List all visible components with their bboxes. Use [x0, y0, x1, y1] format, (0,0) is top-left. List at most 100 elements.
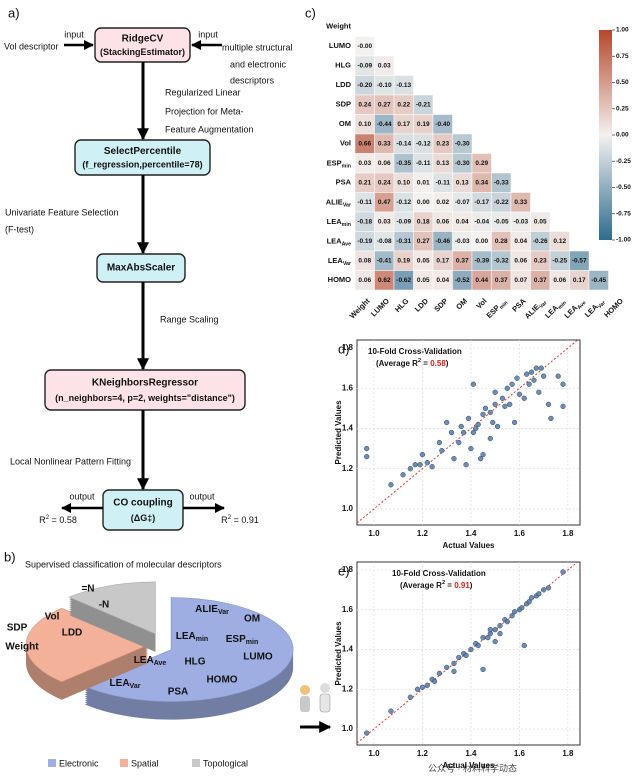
- member-label: -N: [99, 600, 110, 611]
- point: [504, 385, 510, 391]
- point: [492, 638, 498, 645]
- cell-label: -0.18: [357, 218, 372, 225]
- colorbar-tick-label: 1.00: [616, 27, 629, 34]
- row-label-part: ALIE: [326, 197, 343, 206]
- member-label: =N: [81, 584, 94, 595]
- point: [470, 429, 476, 436]
- point: [540, 587, 547, 593]
- point: [519, 605, 525, 611]
- y-tick-label: 1.6: [342, 383, 354, 392]
- row-label-part: min: [342, 222, 351, 228]
- cell-label: -0.31: [396, 238, 411, 245]
- cell-label: -0.44: [377, 121, 392, 128]
- point: [473, 425, 479, 432]
- panel-label: c): [305, 5, 316, 20]
- cell-label: -0.62: [396, 277, 411, 284]
- output-label: output: [69, 491, 95, 501]
- colorbar-tick-label: 0.00: [616, 132, 629, 139]
- column-label-part: Var: [539, 300, 549, 310]
- input-text: Vol descriptor: [4, 41, 59, 51]
- cell-label: 0.29: [475, 160, 488, 167]
- x-tick-label: 1.4: [465, 749, 477, 758]
- point: [526, 599, 532, 605]
- cell-label: 0.04: [514, 238, 527, 245]
- cell-label: 0.07: [514, 277, 527, 284]
- input-text: multiple structural: [222, 42, 293, 52]
- cell-label: 0.06: [358, 277, 371, 284]
- row-label: PSA: [336, 178, 352, 187]
- row-label: Weight: [326, 22, 351, 31]
- y-tick-label: 1.4: [342, 645, 354, 654]
- cell-label: -0.11: [358, 199, 373, 206]
- member-label: ALIEVar: [195, 604, 229, 617]
- step-label: Regularized Linear: [165, 87, 241, 97]
- output-result-part: R: [39, 515, 46, 525]
- y-tick-label: 1.2: [342, 684, 354, 693]
- member-label-part: Var: [130, 683, 141, 690]
- member-label: Weight: [5, 642, 39, 653]
- annotation-part: 0.58: [430, 359, 446, 368]
- output-result: R2 = 0.91: [221, 514, 259, 525]
- cell-label: -0.17: [474, 199, 489, 206]
- member-label: HOMO: [206, 675, 237, 686]
- column-label: Vol: [474, 296, 488, 310]
- cell-label: -0.46: [435, 238, 450, 245]
- output-result: R2 = 0.58: [39, 514, 77, 525]
- cell-label: -0.39: [474, 257, 489, 264]
- point: [451, 668, 457, 675]
- point: [516, 391, 523, 397]
- cell-label: 0.27: [378, 101, 391, 108]
- member-label-part: Var: [218, 609, 229, 616]
- point: [463, 462, 469, 468]
- colorbar-tick-label: 0.25: [616, 105, 629, 112]
- cell-label: 0.10: [358, 121, 371, 128]
- point: [521, 642, 527, 649]
- cell-label: -0.10: [377, 82, 392, 89]
- x-tick-label: 1.6: [514, 749, 526, 758]
- cell-label: 0.23: [436, 140, 449, 147]
- member-label: HLG: [184, 657, 205, 668]
- point: [511, 419, 518, 426]
- row-label: LDD: [336, 80, 352, 89]
- cell-label: -0.21: [416, 101, 431, 108]
- colorbar: [599, 30, 612, 240]
- step-label: Range Scaling: [160, 314, 219, 324]
- point: [504, 619, 510, 625]
- flow-node-text: RidgeCV: [122, 34, 164, 45]
- member-label: LEAAve: [134, 655, 167, 668]
- column-label-part: min: [499, 300, 510, 311]
- row-label: ESPmin: [327, 158, 351, 169]
- colorbar-tick-label: 0.75: [616, 53, 629, 60]
- heatmap-cell: [588, 270, 609, 291]
- output-result-part: 2: [228, 514, 232, 521]
- y-axis-label: Predicted Values: [334, 400, 343, 465]
- y-tick-label: 1.8: [342, 343, 354, 352]
- output-label: output: [189, 491, 215, 501]
- point: [431, 678, 438, 684]
- row-label-part: LEA: [327, 217, 343, 226]
- cell-label: 0.24: [378, 179, 391, 186]
- flow-node-text: (ΔG‡): [131, 513, 155, 523]
- point: [470, 381, 476, 387]
- point: [492, 401, 498, 407]
- x-tick-label: 1.2: [417, 749, 429, 758]
- cell-label: 0.02: [436, 199, 449, 206]
- column-label-part: Ave: [577, 300, 588, 311]
- cell-label: -0.12: [396, 199, 411, 206]
- row-label: HOMO: [328, 275, 351, 284]
- point: [439, 447, 445, 454]
- cell-label: -0.12: [416, 140, 431, 147]
- point: [487, 409, 493, 416]
- x-tick-label: 1.0: [368, 749, 380, 758]
- chart-title: Supervised classification of molecular d…: [25, 559, 222, 569]
- point: [545, 585, 552, 591]
- row-label: ALIEVar: [326, 197, 351, 208]
- member-label: OM: [244, 614, 260, 625]
- cell-label: -0.07: [455, 199, 470, 206]
- cell-label: -0.14: [396, 140, 411, 147]
- column-label: LEAAve: [562, 296, 587, 321]
- cell-label: 0.08: [358, 257, 371, 264]
- cell-label: 0.05: [417, 277, 430, 284]
- input-label: input: [64, 29, 84, 39]
